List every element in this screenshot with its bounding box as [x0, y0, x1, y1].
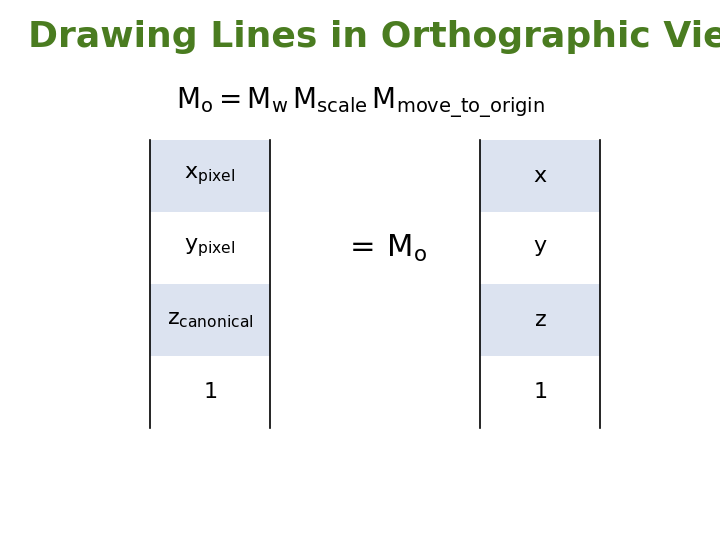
Text: $\mathrm{x}$: $\mathrm{x}$ [533, 166, 547, 186]
Text: $\mathrm{z_{canonical}}$: $\mathrm{z_{canonical}}$ [166, 310, 253, 330]
Text: $\mathrm{y}$: $\mathrm{y}$ [533, 238, 547, 258]
Text: Drawing Lines in Orthographic View: Drawing Lines in Orthographic View [28, 20, 720, 54]
Text: $=\,\mathrm{M_o}$: $=\,\mathrm{M_o}$ [343, 232, 426, 264]
Bar [150, 284, 270, 356]
Bar [150, 140, 270, 212]
Text: $\mathrm{M_o{=}M_w\,M_{scale}\,M_{move\_to\_origin}}$: $\mathrm{M_o{=}M_w\,M_{scale}\,M_{move\_… [176, 85, 544, 120]
Text: $\mathrm{y_{pixel}}$: $\mathrm{y_{pixel}}$ [184, 237, 235, 259]
Text: $\mathrm{z}$: $\mathrm{z}$ [534, 310, 546, 330]
Bar [480, 140, 600, 212]
Text: $\mathrm{x_{pixel}}$: $\mathrm{x_{pixel}}$ [184, 165, 235, 187]
Bar [480, 284, 600, 356]
Text: $\mathrm{1}$: $\mathrm{1}$ [203, 382, 217, 402]
Text: $\mathrm{1}$: $\mathrm{1}$ [533, 382, 547, 402]
